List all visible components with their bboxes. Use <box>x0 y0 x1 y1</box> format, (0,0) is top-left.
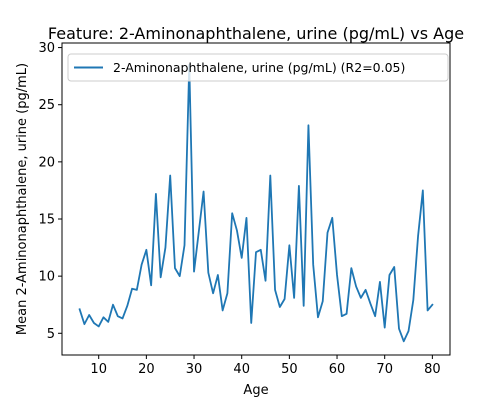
y-axis: 5 10 15 20 25 30 <box>38 41 62 342</box>
y-tick-label: 30 <box>38 41 55 56</box>
x-tick-label: 10 <box>90 362 107 377</box>
x-tick-label: 80 <box>424 362 441 377</box>
x-axis-label: Age <box>243 383 268 398</box>
plot-area <box>62 43 450 355</box>
legend-entry-label: 2-Aminonaphthalene, urine (pg/mL) (R2=0.… <box>113 60 405 75</box>
x-axis: 10 20 30 40 50 60 70 80 <box>90 355 441 377</box>
x-tick-label: 70 <box>376 362 393 377</box>
series-line <box>78 63 434 343</box>
x-tick-label: 20 <box>138 362 155 377</box>
chart-title: Feature: 2-Aminonaphthalene, urine (pg/m… <box>48 24 464 43</box>
series-layer <box>78 63 434 343</box>
y-tick-label: 15 <box>38 213 55 228</box>
plot-frame <box>61 42 451 356</box>
x-tick-label: 50 <box>281 362 298 377</box>
y-axis-label: Mean 2-Aminonaphthalene, urine (pg/mL) <box>15 63 30 335</box>
x-tick-label: 40 <box>233 362 250 377</box>
y-tick-label: 20 <box>38 155 55 170</box>
y-tick-label: 25 <box>38 98 55 113</box>
y-tick-label: 10 <box>38 270 55 285</box>
legend-box <box>67 53 449 82</box>
x-tick-label: 60 <box>329 362 346 377</box>
x-tick-label: 30 <box>186 362 203 377</box>
y-tick-label: 5 <box>47 327 55 342</box>
legend: 2-Aminonaphthalene, urine (pg/mL) (R2=0.… <box>67 53 449 82</box>
